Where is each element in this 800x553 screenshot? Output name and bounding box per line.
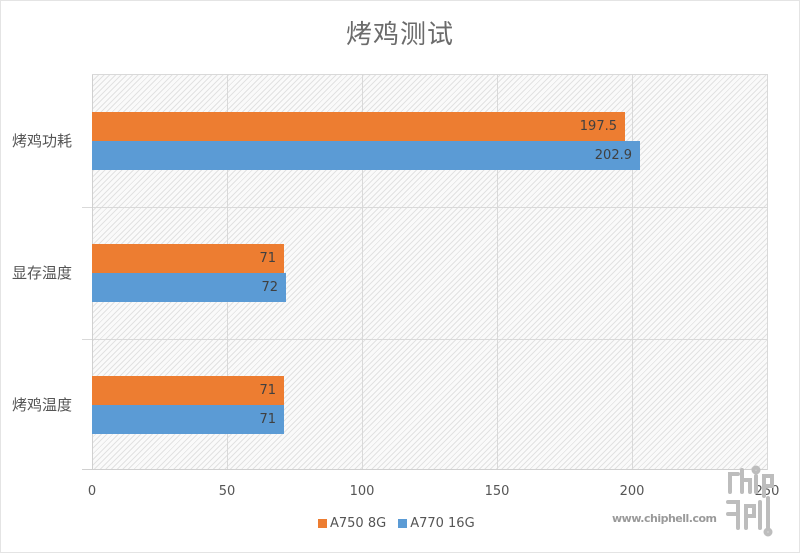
x-tick-label: 0 (87, 484, 97, 499)
gridline-200 (632, 75, 633, 470)
legend-item-a750: A750 8G (318, 516, 386, 531)
x-tick-label: 150 (484, 484, 510, 499)
legend-label: A750 8G (330, 516, 387, 531)
data-label: 71 (259, 412, 276, 427)
bar-a750-vram-temp: 71 (92, 244, 284, 273)
category-label: 显存温度 (12, 264, 73, 282)
x-tick-label: 200 (619, 484, 645, 499)
data-label: 72 (261, 280, 278, 295)
gridline-100 (362, 75, 363, 470)
chiphell-logo-icon (726, 465, 774, 537)
data-label: 71 (259, 251, 276, 266)
legend-label: A770 16G (410, 516, 475, 531)
x-tick-label: 100 (349, 484, 375, 499)
category-divider (82, 339, 767, 340)
bar-a770-power: 202.9 (92, 141, 640, 170)
data-label: 71 (259, 383, 276, 398)
bar-a750-gpu-temp: 71 (92, 376, 284, 405)
legend-swatch-icon (318, 519, 327, 528)
data-label: 197.5 (579, 119, 617, 134)
legend-swatch-icon (398, 519, 408, 528)
bar-a770-vram-temp: 72 (92, 273, 286, 302)
bar-a770-gpu-temp: 71 (92, 405, 284, 434)
category-label: 烤鸡功耗 (12, 132, 73, 150)
chart-title: 烤鸡测试 (345, 20, 454, 50)
legend: A750 8G A770 16G (318, 516, 475, 531)
x-tick-label: 50 (218, 484, 236, 499)
bar-a750-power: 197.5 (92, 112, 625, 141)
legend-item-a770: A770 16G (398, 516, 475, 531)
category-divider (82, 207, 767, 208)
data-label: 202.9 (594, 148, 632, 163)
x-axis (82, 469, 767, 470)
plot-area: 197.5 202.9 71 72 71 71 (82, 74, 768, 470)
gridline-150 (497, 75, 498, 470)
category-label: 烤鸡温度 (12, 396, 73, 414)
watermark-text: www.chiphell.com (612, 512, 717, 525)
